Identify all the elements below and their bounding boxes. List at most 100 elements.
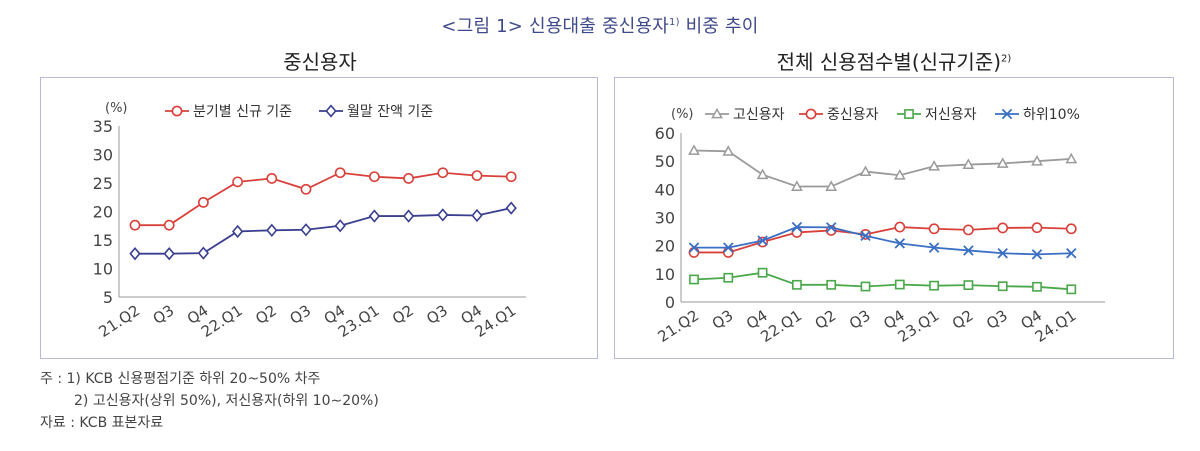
right-legend-item-1: 고신용자	[705, 107, 785, 123]
figure-title-tail: 비중 추이	[679, 16, 759, 37]
right-series-2-point	[722, 247, 734, 258]
right-series-3-point	[997, 281, 1008, 292]
right-series-1-point	[893, 169, 906, 180]
right-legend-label: 저신용자	[925, 107, 977, 123]
right-legend-label: 고신용자	[733, 107, 785, 123]
left-series-2-point	[471, 208, 483, 223]
right-y-unit-label: (%)	[671, 107, 694, 122]
right-series-1-point	[962, 158, 975, 169]
left-x-tick-label: Q2	[252, 301, 280, 328]
right-series-4-line	[694, 226, 1072, 256]
right-series-4-point	[1031, 249, 1043, 260]
left-legend-marker	[325, 104, 337, 118]
left-x-tick-label: Q2	[389, 301, 417, 328]
right-series-3-point	[963, 280, 974, 290]
right-series-2-line	[694, 226, 1072, 254]
left-series-2-point	[368, 209, 381, 223]
right-series-4-point	[791, 221, 803, 233]
left-y-tick-label: 30	[93, 146, 113, 165]
left-y-tick-label: 15	[93, 231, 113, 250]
left-legend-item-1: 분기별 신규 기준	[165, 104, 292, 120]
right-legend-item-3: 저신용자	[897, 107, 977, 123]
right-series-4-point	[757, 235, 768, 246]
left-y-unit-label: (%)	[105, 101, 128, 116]
right-series-3-point	[826, 279, 837, 290]
left-y-tick-label: 35	[93, 117, 113, 136]
right-legend-marker	[711, 107, 723, 119]
figure-title: <그림 1> 신용대출 중신용자1) 비중 추이	[0, 12, 1200, 38]
left-legend-label: 월말 잔액 기준	[347, 104, 433, 120]
left-series-2-point	[197, 246, 210, 260]
right-y-tick-label: 30	[655, 209, 675, 228]
figure-title-sup: 1)	[669, 17, 680, 28]
left-series-1-point	[334, 167, 346, 179]
right-panel-title-sup: 2)	[1001, 53, 1012, 65]
right-y-tick-label: 40	[655, 180, 675, 199]
left-series-2-point	[163, 247, 175, 261]
left-series-1-point	[437, 167, 449, 179]
right-series-2-point	[962, 224, 974, 236]
left-y-tick-label: 20	[93, 203, 113, 222]
right-series-1-line	[693, 149, 1072, 188]
right-legend-label: 하위10%	[1023, 107, 1080, 123]
left-x-tick-label: Q3	[150, 301, 178, 328]
right-series-1-point	[859, 165, 872, 177]
right-chart-panel: (%) 0 10 20 30 40 50 60 21.Q2 Q3 Q4 22.Q1 Q2 Q3 Q4 23.Q…	[614, 77, 1174, 359]
right-series-2-point	[1031, 222, 1043, 234]
right-series-3-point	[757, 267, 768, 278]
right-series-3-point	[792, 279, 802, 290]
right-legend-label: 중신용자	[827, 107, 879, 123]
right-legend-marker	[1001, 108, 1013, 120]
left-series-2	[129, 201, 517, 261]
right-series-1-point	[791, 180, 803, 191]
right-series-2-point	[688, 247, 700, 258]
right-legend-item-2: 중신용자	[799, 107, 879, 123]
left-y-tick-label: 25	[93, 174, 113, 193]
left-chart-panel: (%) 5 10 15 20 25 30 35 21.Q2 Q3 Q4 22.Q1 Q2 Q3 Q4 23.Q…	[40, 77, 598, 359]
right-series-3-point	[860, 281, 871, 292]
left-series-2-point	[266, 223, 278, 237]
right-legend-marker	[904, 109, 914, 119]
right-series-4-point	[860, 230, 871, 242]
right-series-1-point	[996, 157, 1009, 168]
left-series-1-point	[300, 183, 312, 195]
right-series-2-point	[928, 223, 940, 235]
left-y-tick-label: 10	[93, 260, 113, 279]
left-series-1-point	[403, 173, 414, 184]
right-series-3-line	[693, 271, 1072, 291]
right-y-tick-label: 50	[655, 152, 675, 171]
left-series-2-point	[334, 219, 346, 233]
right-x-tick-label: Q2	[949, 306, 977, 333]
left-legend-marker	[171, 105, 183, 117]
right-x-tick-label: Q3	[846, 306, 874, 333]
right-series-4-point	[688, 242, 700, 253]
right-series-3-point	[1032, 281, 1042, 292]
right-x-tick-label: Q3	[709, 306, 737, 333]
right-series-1-point	[1065, 152, 1078, 164]
right-series-3-point	[689, 274, 699, 285]
left-series-2-point	[231, 224, 244, 239]
left-series-2-point	[437, 208, 449, 222]
left-x-tick-label: Q3	[286, 301, 314, 328]
left-series-1-point	[232, 176, 243, 188]
right-series-4-point	[1066, 248, 1077, 259]
right-series-2-point	[894, 221, 906, 233]
right-series-1-point	[756, 168, 769, 180]
left-panel-title-text: 중신용자	[283, 50, 357, 74]
right-series-1-point	[1031, 155, 1043, 166]
right-series-1-point	[928, 160, 940, 171]
right-series-4-point	[825, 222, 837, 233]
right-y-tick-label: 0	[665, 293, 675, 312]
left-series-2-point	[505, 201, 517, 215]
left-series-2-line	[135, 207, 512, 255]
left-series-1-point	[266, 173, 278, 184]
left-panel-title: 중신용자	[40, 46, 600, 75]
right-series-1-point	[722, 145, 735, 156]
right-series-3-point	[929, 280, 939, 291]
left-y-tick-label: 5	[103, 288, 113, 307]
right-series-1-point	[688, 144, 700, 155]
right-x-tick-label: Q2	[812, 306, 840, 333]
left-legend-label: 분기별 신규 기준	[193, 104, 292, 120]
right-series-2-point	[997, 222, 1009, 234]
